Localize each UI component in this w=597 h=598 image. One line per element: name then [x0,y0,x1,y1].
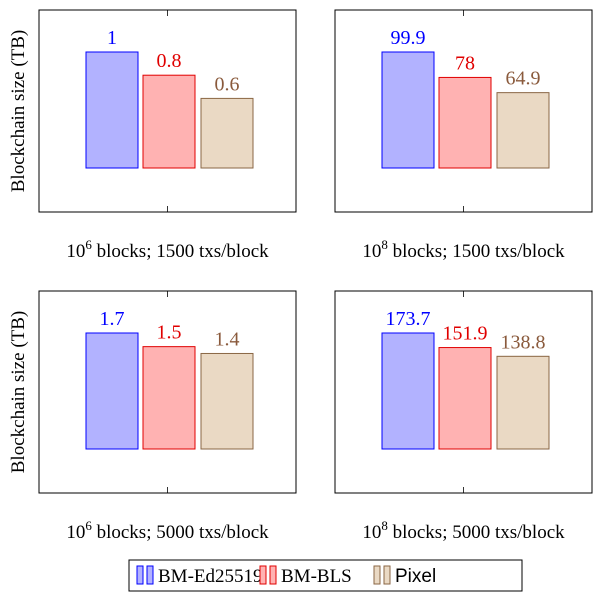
data-label: 99.9 [391,27,426,49]
legend-swatch [373,565,391,585]
x-axis-label: 108 blocks; 1500 txs/block [362,237,565,262]
bar-bm-ed25519 [85,332,139,450]
chart-panel-1: 1 0.8 0.6 106 blocks; 1500 txs/block Blockch… [8,9,297,262]
bar-pixel [496,92,550,169]
swatch-bar [136,565,144,585]
bar-pixel [496,355,550,450]
bar-bm-ed25519 [85,51,139,169]
bar-pixel [200,97,254,169]
y-axis-label: Blockchain size (TB) [8,311,29,474]
x-label-text: blocks; 5000 txs/block [388,522,565,543]
chart-panel-4: 173.7 151.9 138.8 108 blocks; 5000 txs/bloc… [334,290,593,543]
chart-panel-2: 99.9 78 64.9 108 blocks; 1500 txs/block [334,9,593,262]
data-label: 173.7 [386,308,431,330]
legend-label: Pixel [395,566,436,587]
data-label: 138.8 [501,331,546,353]
bar-bm-ed25519 [381,51,435,169]
bar-bm-bls [142,346,196,450]
legend-swatch [136,565,154,585]
swatch-bar [259,565,267,585]
swatch-bar [269,565,277,585]
swatch-bar [383,565,391,585]
swatch-bar [373,565,381,585]
bar-bm-bls [142,74,196,169]
data-label: 0.8 [157,50,182,72]
swatch-bar [146,565,154,585]
x-label-text: blocks; 1500 txs/block [92,241,269,262]
data-label: 64.9 [506,68,541,90]
bar-bm-bls [438,347,492,450]
data-label: 0.6 [215,73,240,95]
data-label: 1.7 [100,308,125,330]
data-label: 1.4 [215,328,240,350]
x-label-base: 10 [66,522,85,543]
data-label: 1 [107,27,117,49]
data-label: 151.9 [443,323,488,345]
x-label-exponent: 6 [85,237,92,252]
chart-panel-3: 1.7 1.5 1.4 106 blocks; 5000 txs/block Block… [8,290,297,543]
x-label-text: blocks; 1500 txs/block [388,241,565,262]
x-axis-label: 106 blocks; 5000 txs/block [66,518,269,543]
legend-label: BM-BLS [281,566,352,587]
data-label: 1.5 [157,322,182,344]
legend-box [128,559,523,592]
legend-swatch [259,565,277,585]
x-label-base: 10 [362,241,381,262]
legend: BM-Ed25519 BM-BLS Pixel [128,559,523,592]
x-label-text: blocks; 5000 txs/block [92,522,269,543]
x-label-base: 10 [66,241,85,262]
bar-bm-bls [438,76,492,169]
x-axis-label: 106 blocks; 1500 txs/block [66,237,269,262]
bar-bm-ed25519 [381,332,435,450]
x-axis-label: 108 blocks; 5000 txs/block [362,518,565,543]
x-label-base: 10 [362,522,381,543]
x-label-exponent: 8 [381,237,388,252]
y-axis-label: Blockchain size (TB) [8,30,29,193]
x-label-exponent: 6 [85,518,92,533]
data-label: 78 [455,52,475,74]
bar-pixel [200,352,254,450]
x-label-exponent: 8 [381,518,388,533]
legend-label: BM-Ed25519 [158,566,263,587]
